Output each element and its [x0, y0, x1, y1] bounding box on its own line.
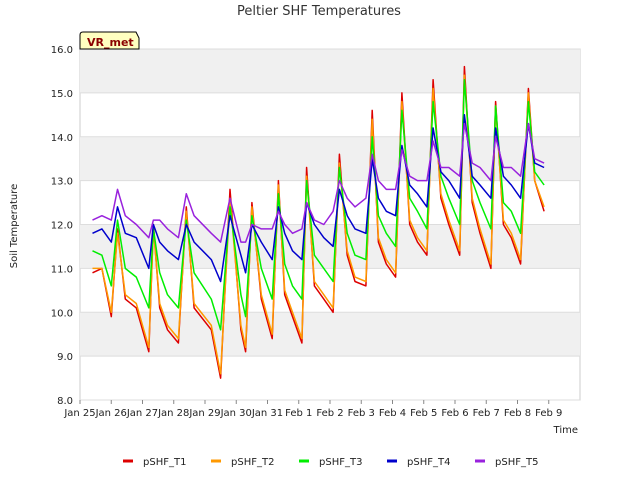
series-group: [92, 65, 545, 379]
legend-label: pSHF_T1: [143, 457, 186, 468]
x-tick-label: Feb 2: [316, 408, 343, 419]
x-tick-label: Jan 27: [126, 408, 158, 419]
x-tick-label: Jan 30: [220, 408, 252, 419]
legend: pSHF_T1 pSHF_T2 pSHF_T3 pSHF_T4 pSHF_T5: [123, 457, 538, 468]
y-tick-label: 13.0: [51, 177, 73, 188]
badge-label: VR_met: [87, 36, 134, 49]
y-tick-label: 16.0: [51, 45, 73, 56]
legend-label: pSHF_T2: [231, 457, 274, 468]
y-tick-label: 15.0: [51, 89, 73, 100]
badge: VR_met: [79, 31, 140, 50]
x-axis-label: Time: [553, 425, 578, 436]
plot-band: [80, 49, 580, 93]
x-tick-label: Feb 9: [535, 408, 562, 419]
x-tick-label: Feb 1: [285, 408, 312, 419]
chart-title: Peltier SHF Temperatures: [237, 4, 401, 19]
legend-label: pSHF_T4: [407, 457, 450, 468]
y-tick-label: 10.0: [51, 308, 73, 319]
legend-label: pSHF_T5: [495, 457, 538, 468]
x-tick-label: Jan 25: [63, 408, 95, 419]
plot-band: [80, 136, 580, 181]
y-axis: 8.0 9.0 10.0 11.0 12.0 13.0 14.0 15.0 16.0: [51, 45, 73, 407]
y-tick-label: 14.0: [51, 133, 73, 144]
series-line-pSHF_T2: [92, 74, 545, 375]
series-line-pSHF_T4: [92, 114, 545, 283]
x-tick-label: Feb 5: [410, 408, 437, 419]
legend-label: pSHF_T3: [319, 457, 362, 468]
x-tick-label: Feb 6: [441, 408, 468, 419]
x-tick-label: Feb 8: [504, 408, 531, 419]
x-tick-label: Feb 7: [473, 408, 500, 419]
y-axis-label: Soil Temperature: [9, 184, 20, 269]
y-tick-label: 8.0: [57, 396, 73, 407]
x-tick-label: Feb 3: [348, 408, 375, 419]
x-tick-label: Jan 29: [188, 408, 220, 419]
y-tick-label: 9.0: [57, 352, 73, 363]
x-tick-label: Feb 4: [379, 408, 406, 419]
plot-band: [80, 312, 580, 357]
y-tick-label: 12.0: [51, 221, 73, 232]
y-tick-label: 11.0: [51, 264, 73, 275]
x-tick-label: Jan 28: [157, 408, 189, 419]
series-line-pSHF_T5: [92, 122, 545, 243]
x-tick-label: Jan 31: [251, 408, 283, 419]
x-axis: Jan 25 Jan 26 Jan 27 Jan 28 Jan 29 Jan 30 Jan …: [63, 400, 562, 419]
x-tick-label: Jan 26: [95, 408, 127, 419]
